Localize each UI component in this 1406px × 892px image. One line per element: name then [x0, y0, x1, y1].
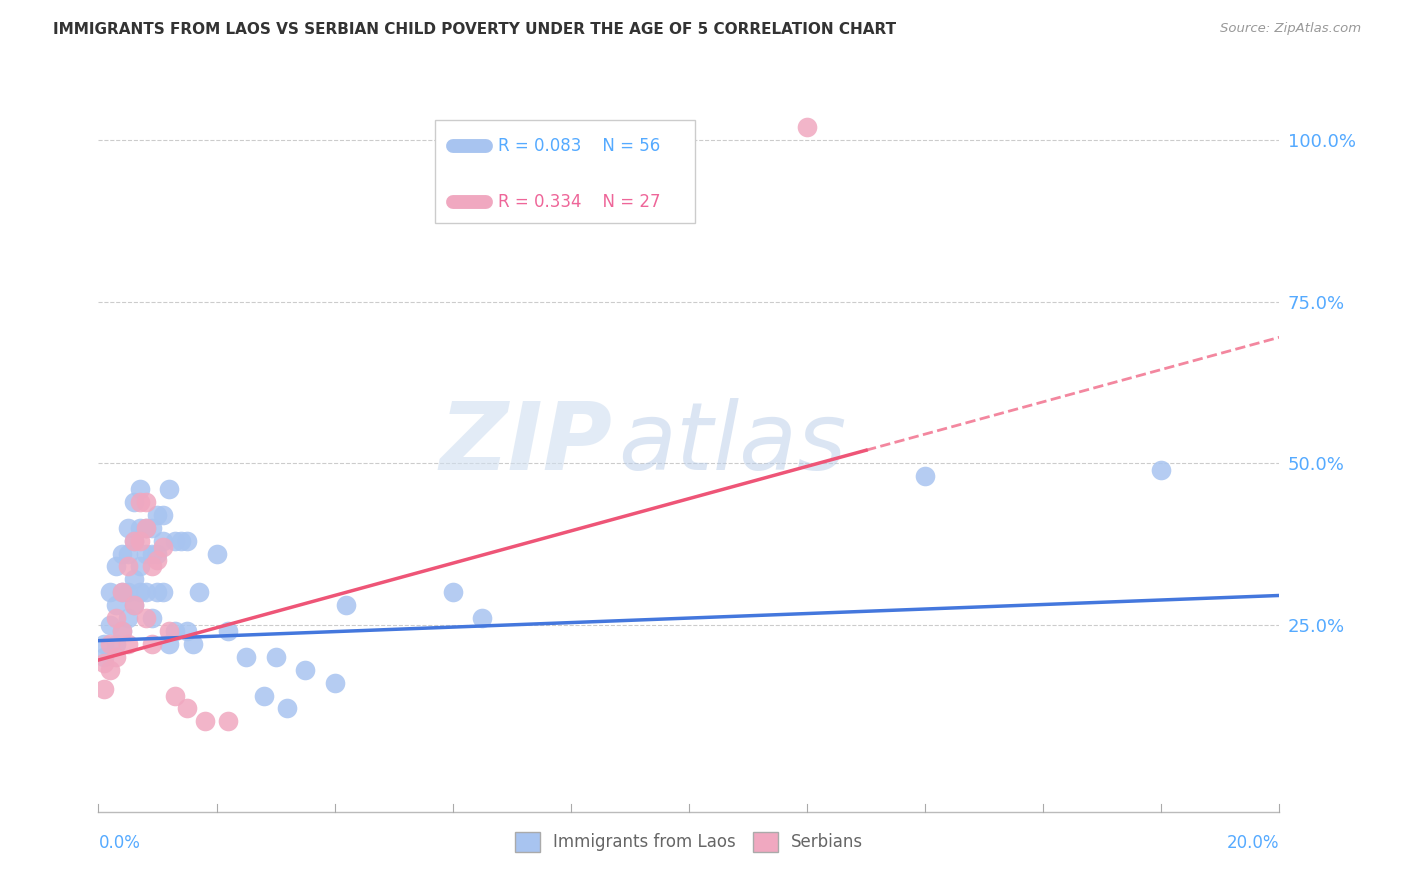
- Point: [141, 559, 163, 574]
- Point: [117, 585, 139, 599]
- Point: [111, 624, 134, 638]
- Point: [471, 611, 494, 625]
- Point: [111, 624, 134, 638]
- Point: [205, 547, 228, 561]
- Point: [157, 637, 180, 651]
- Point: [165, 533, 187, 548]
- Point: [141, 637, 163, 651]
- Point: [176, 701, 198, 715]
- Text: R = 0.083    N = 56: R = 0.083 N = 56: [498, 136, 659, 154]
- Text: Source: ZipAtlas.com: Source: ZipAtlas.com: [1220, 22, 1361, 36]
- Point: [146, 508, 169, 522]
- Point: [152, 508, 174, 522]
- Point: [122, 598, 145, 612]
- Point: [796, 120, 818, 135]
- Point: [122, 533, 145, 548]
- Point: [105, 559, 128, 574]
- Point: [141, 521, 163, 535]
- Point: [176, 533, 198, 548]
- Point: [93, 657, 115, 671]
- Text: ZIP: ZIP: [439, 398, 612, 490]
- Point: [152, 585, 174, 599]
- Point: [98, 637, 121, 651]
- Point: [111, 547, 134, 561]
- Text: IMMIGRANTS FROM LAOS VS SERBIAN CHILD POVERTY UNDER THE AGE OF 5 CORRELATION CHA: IMMIGRANTS FROM LAOS VS SERBIAN CHILD PO…: [53, 22, 897, 37]
- Point: [165, 624, 187, 638]
- Point: [141, 547, 163, 561]
- Point: [135, 547, 157, 561]
- Point: [165, 689, 187, 703]
- Point: [135, 611, 157, 625]
- Point: [335, 598, 357, 612]
- Point: [128, 495, 150, 509]
- Text: 20.0%: 20.0%: [1227, 834, 1279, 853]
- Point: [135, 521, 157, 535]
- Point: [157, 624, 180, 638]
- Point: [914, 469, 936, 483]
- Point: [128, 521, 150, 535]
- Point: [105, 598, 128, 612]
- Point: [122, 572, 145, 586]
- Point: [117, 547, 139, 561]
- Point: [152, 533, 174, 548]
- Point: [441, 585, 464, 599]
- Point: [122, 495, 145, 509]
- Point: [128, 482, 150, 496]
- Point: [98, 617, 121, 632]
- Point: [176, 624, 198, 638]
- Point: [187, 585, 209, 599]
- Text: atlas: atlas: [619, 398, 846, 490]
- Point: [146, 547, 169, 561]
- Point: [93, 649, 115, 664]
- Point: [128, 533, 150, 548]
- Point: [111, 585, 134, 599]
- Point: [122, 598, 145, 612]
- Point: [146, 553, 169, 567]
- Point: [117, 637, 139, 651]
- Point: [135, 585, 157, 599]
- FancyBboxPatch shape: [434, 120, 695, 223]
- Point: [105, 637, 128, 651]
- Point: [253, 689, 276, 703]
- Point: [146, 585, 169, 599]
- Point: [93, 681, 115, 696]
- Point: [264, 649, 287, 664]
- Point: [98, 663, 121, 677]
- Point: [170, 533, 193, 548]
- Point: [128, 585, 150, 599]
- Point: [217, 714, 239, 729]
- Point: [117, 611, 139, 625]
- Point: [135, 495, 157, 509]
- Point: [181, 637, 204, 651]
- Point: [235, 649, 257, 664]
- Point: [194, 714, 217, 729]
- Point: [111, 585, 134, 599]
- Text: 0.0%: 0.0%: [98, 834, 141, 853]
- Point: [157, 482, 180, 496]
- Point: [122, 533, 145, 548]
- Point: [98, 585, 121, 599]
- Point: [1150, 462, 1173, 476]
- Point: [135, 521, 157, 535]
- Point: [152, 540, 174, 554]
- Point: [117, 559, 139, 574]
- Point: [105, 649, 128, 664]
- Point: [93, 637, 115, 651]
- Point: [117, 521, 139, 535]
- Point: [105, 611, 128, 625]
- Point: [294, 663, 316, 677]
- Legend: Immigrants from Laos, Serbians: Immigrants from Laos, Serbians: [508, 825, 870, 859]
- Point: [323, 675, 346, 690]
- Point: [276, 701, 298, 715]
- Point: [128, 559, 150, 574]
- Point: [217, 624, 239, 638]
- Point: [141, 611, 163, 625]
- Text: R = 0.334    N = 27: R = 0.334 N = 27: [498, 194, 659, 211]
